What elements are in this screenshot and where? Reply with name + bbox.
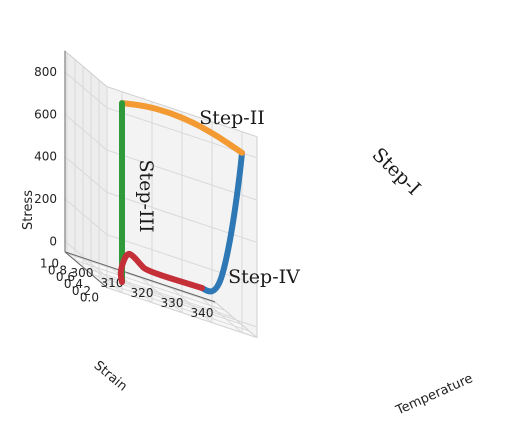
z-tick-label: 0: [49, 234, 57, 248]
x-tick-label: 300: [71, 266, 94, 280]
strain-gridline: [106, 86, 258, 339]
axis-edges: [64, 50, 216, 303]
label-step-iii: Step-III: [135, 160, 157, 233]
label-step-i: Step-I: [368, 144, 425, 200]
y-tick-label: 0.8: [48, 263, 67, 277]
x-axis-label: Temperature: [393, 371, 475, 419]
y-tick-label: 0.4: [64, 277, 83, 291]
x-tick-label: 310: [101, 276, 124, 290]
x-axis-line: [64, 251, 216, 303]
left-pane: [64, 49, 108, 289]
x-tick-label: 340: [191, 306, 214, 320]
stress-gridline: [64, 114, 258, 201]
z-tick-label: 200: [34, 192, 57, 206]
series-line-step-iv: [117, 250, 205, 291]
z-tick-label: 800: [34, 65, 57, 79]
y-tick-label: 0.6: [56, 270, 75, 284]
y-tick-label: 0.2: [72, 284, 91, 298]
x-tick-label: 320: [131, 286, 154, 300]
stress-gridline: [64, 240, 258, 328]
z-axis-label: Stress: [21, 190, 36, 230]
y-axis-line: [64, 251, 108, 288]
z-tick-label: 400: [34, 150, 57, 164]
label-step-iv: Step-IV: [228, 266, 300, 288]
series-lines: [117, 100, 245, 295]
stress-gridline: [64, 198, 258, 286]
y-tick-label: 0.0: [80, 291, 99, 305]
z-tick-label: 600: [34, 107, 57, 121]
y-tick-label: 1.0: [40, 257, 59, 271]
series-line-step-i: [199, 149, 245, 295]
stress-gridline: [64, 156, 258, 243]
series-line-step-ii: [119, 100, 245, 156]
label-step-ii: Step-II: [199, 107, 265, 129]
stress-gridline: [64, 71, 258, 159]
y-axis-label: Strain: [91, 358, 130, 394]
x-tick-label: 330: [161, 296, 184, 310]
tick-labels: 0 200 400 600 800 0.00.20.40.60.81.0 300 310 320…: [34, 65, 213, 320]
